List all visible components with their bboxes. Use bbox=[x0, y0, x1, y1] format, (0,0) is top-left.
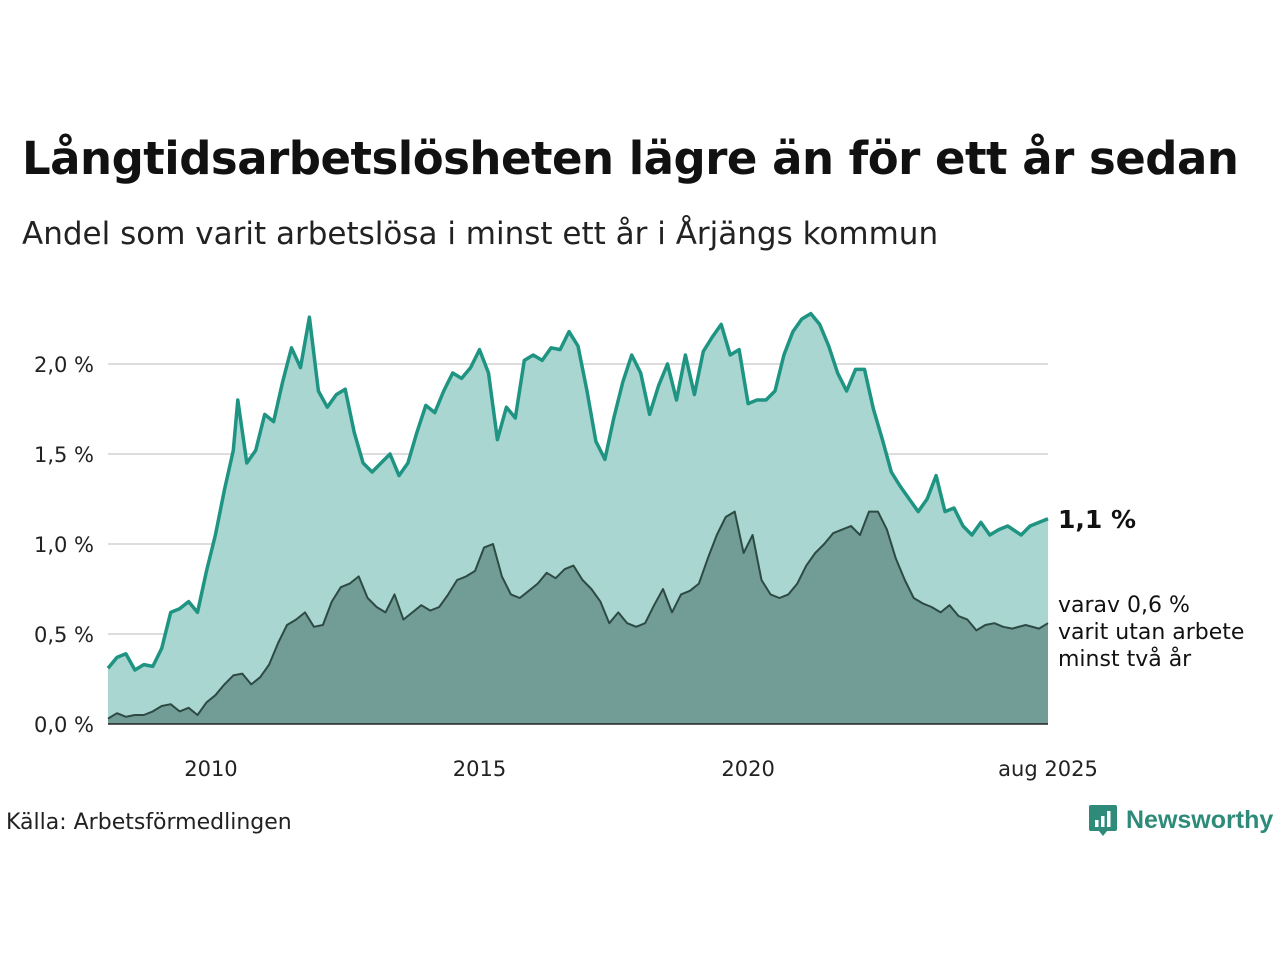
newsworthy-logo: Newsworthy bbox=[1088, 803, 1273, 837]
logo-text: Newsworthy bbox=[1126, 805, 1274, 834]
two-year-area bbox=[108, 511, 1048, 724]
y-tick-label: 0,5 % bbox=[34, 623, 94, 647]
long-term-line bbox=[106, 311, 1049, 672]
two-year-line bbox=[107, 510, 1049, 720]
long-term-end-label: 1,1 % bbox=[1058, 505, 1136, 534]
two-year-end-label: varit utan arbete bbox=[1058, 620, 1244, 645]
y-tick-label: 2,0 % bbox=[34, 353, 94, 377]
x-tick-label: 2015 bbox=[453, 757, 506, 781]
areas bbox=[106, 311, 1049, 724]
x-tick-label: 2020 bbox=[721, 757, 774, 781]
x-tick-label: aug 2025 bbox=[998, 757, 1098, 781]
axis-labels: 0,0 % 0,5 % 1,0 % 1,5 % 2,0 % 2010 2015 2020 aug… bbox=[34, 353, 1098, 781]
two-year-end-label: minst två år bbox=[1058, 646, 1192, 672]
chart-bubble-icon bbox=[1089, 805, 1117, 836]
chart-subtitle: Andel som varit arbetslösa i minst ett å… bbox=[22, 216, 939, 252]
chart-title: Långtidsarbetslösheten lägre än för ett … bbox=[22, 132, 1239, 185]
y-tick-label: 1,5 % bbox=[34, 443, 94, 467]
y-tick-label: 0,0 % bbox=[34, 713, 94, 737]
x-tick-label: 2010 bbox=[184, 757, 237, 781]
y-tick-label: 1,0 % bbox=[34, 533, 94, 557]
source-note: Källa: Arbetsförmedlingen bbox=[6, 810, 292, 835]
two-year-end-label: varav 0,6 % bbox=[1058, 593, 1190, 618]
